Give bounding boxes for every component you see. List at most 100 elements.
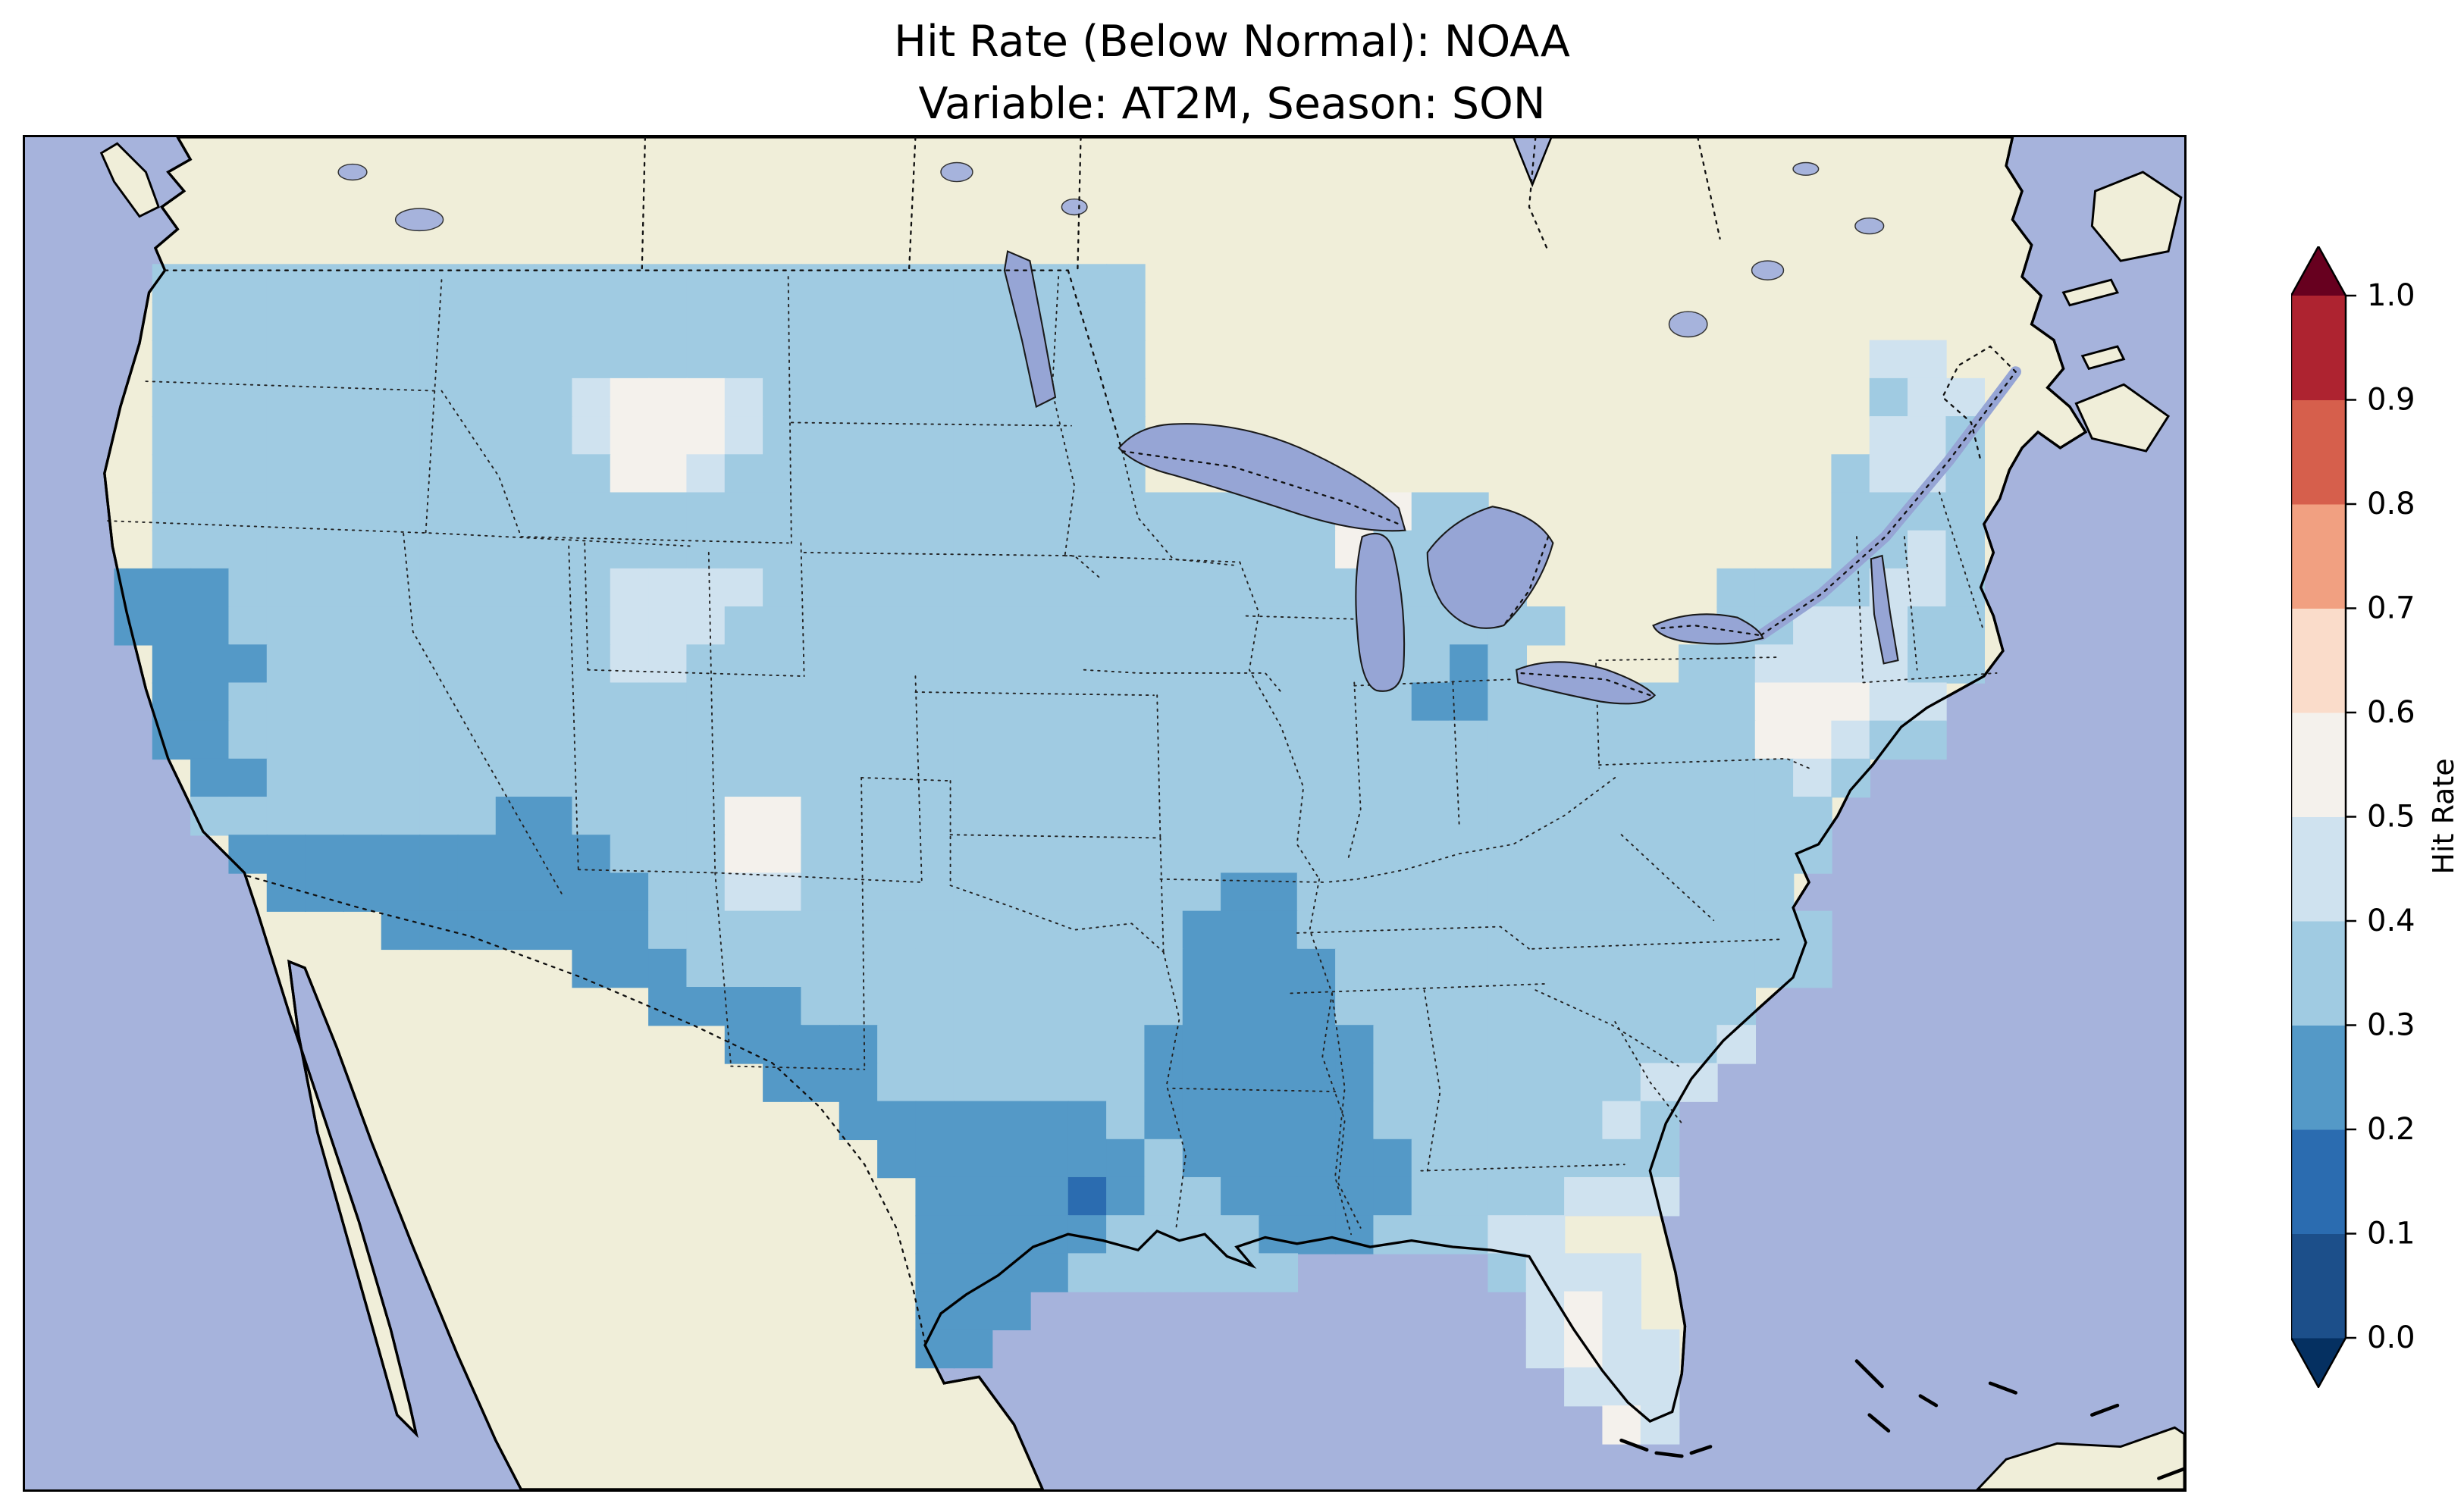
grid-cell — [1716, 910, 1757, 951]
grid-cell — [1106, 1025, 1146, 1064]
grid-cell — [610, 530, 650, 570]
grid-cell — [495, 568, 535, 608]
grid-cell — [1525, 835, 1566, 874]
grid-cell — [724, 797, 764, 836]
grid-cell — [1335, 1025, 1375, 1064]
grid-cell — [1144, 492, 1184, 531]
grid-cell — [1487, 682, 1528, 722]
grid-cell — [572, 872, 612, 912]
grid-cell — [1144, 758, 1184, 798]
country-border-line — [1067, 269, 1124, 453]
grid-cell — [343, 568, 383, 608]
grid-cell — [1259, 1063, 1299, 1102]
grid-cell — [915, 720, 955, 760]
grid-cell — [305, 835, 344, 874]
grid-cell — [1182, 492, 1222, 531]
grid-cell — [1679, 987, 1718, 1026]
colorbar: Hit Rate 1.0 0.9 0.8 0.7 0.6 0.5 0.4 0.3 0.2 0.1 0… — [2290, 244, 2464, 1389]
state-border-line — [403, 532, 563, 896]
state-border-line — [1620, 834, 1715, 922]
grid-cell — [419, 797, 459, 836]
grid-cell — [1373, 720, 1413, 760]
grid-cell — [457, 302, 497, 341]
grid-cell — [457, 797, 497, 836]
grid-cell — [992, 1101, 1031, 1141]
grid-cell — [953, 910, 993, 951]
grid-cell — [839, 797, 879, 836]
grid-cell — [1067, 1063, 1108, 1102]
grid-cell — [1525, 1176, 1566, 1217]
grid-cell — [877, 1025, 917, 1064]
grid-cell — [1221, 568, 1260, 608]
colorbar-tick-label: 1.0 — [2367, 278, 2415, 313]
grid-cell — [1602, 1063, 1642, 1102]
grid-cell — [839, 987, 879, 1026]
grid-cell — [1602, 797, 1642, 836]
country-border-line — [908, 137, 917, 271]
grid-cell — [1373, 1139, 1413, 1179]
grid-cell — [381, 302, 421, 341]
grid-cell — [839, 340, 879, 380]
grid-cell — [1640, 1367, 1680, 1407]
grid-cell — [1144, 1063, 1184, 1102]
grid-cell — [190, 606, 230, 646]
grid-cell — [763, 568, 802, 608]
grid-cell — [610, 454, 650, 493]
grid-cell — [686, 682, 726, 722]
grid-cell — [190, 492, 230, 531]
grid-cell — [1335, 835, 1375, 874]
grid-cell — [1296, 910, 1337, 951]
grid-cell — [190, 302, 230, 341]
grid-cell — [648, 606, 688, 646]
grid-cell — [1182, 758, 1222, 798]
grid-cell — [495, 682, 535, 722]
grid-cell — [915, 606, 955, 646]
grid-cell — [1945, 492, 1986, 531]
grid-cell — [1296, 835, 1337, 874]
grid-cell — [686, 530, 726, 570]
grid-cell — [1106, 872, 1146, 912]
grid-cell — [305, 340, 344, 380]
grid-cell — [686, 720, 726, 760]
grid-cell — [915, 1025, 955, 1064]
grid-cell — [992, 377, 1031, 418]
grid-cell — [152, 416, 192, 456]
grid-cell — [1487, 948, 1528, 988]
grid-cell — [1335, 1139, 1375, 1179]
grid-cell — [228, 454, 268, 493]
grid-cell — [152, 606, 192, 646]
grid-cell — [1335, 682, 1375, 722]
state-border-line — [914, 675, 923, 883]
grid-cell — [343, 454, 383, 493]
grid-cell — [1106, 987, 1146, 1026]
grid-cell — [343, 606, 383, 646]
grid-cell — [495, 910, 535, 951]
grid-cell — [1640, 872, 1680, 912]
grid-cell — [1640, 948, 1680, 988]
grid-cell — [1030, 987, 1070, 1026]
grid-cell — [534, 682, 573, 722]
grid-cell — [877, 454, 917, 493]
grid-cell — [1716, 948, 1757, 988]
grid-cell — [305, 454, 344, 493]
grid-cell — [228, 377, 268, 418]
grid-cell — [1411, 948, 1451, 988]
colorbar-segment — [2291, 921, 2346, 1026]
grid-cell — [724, 377, 764, 418]
grid-cell — [801, 454, 841, 493]
grid-cell — [1679, 835, 1718, 874]
grid-cell — [877, 720, 917, 760]
grid-cell — [1067, 682, 1108, 722]
grid-cell — [1602, 758, 1642, 798]
grid-cell — [266, 454, 306, 493]
grid-cell — [1373, 910, 1413, 951]
grid-cell — [457, 530, 497, 570]
grid-cell — [266, 492, 306, 531]
grid-cell — [1067, 987, 1108, 1026]
grid-cell — [495, 720, 535, 760]
grid-cell — [572, 302, 612, 341]
grid-cell — [801, 1025, 841, 1064]
grid-cell — [724, 758, 764, 798]
grid-cell — [648, 758, 688, 798]
grid-cell — [686, 416, 726, 456]
